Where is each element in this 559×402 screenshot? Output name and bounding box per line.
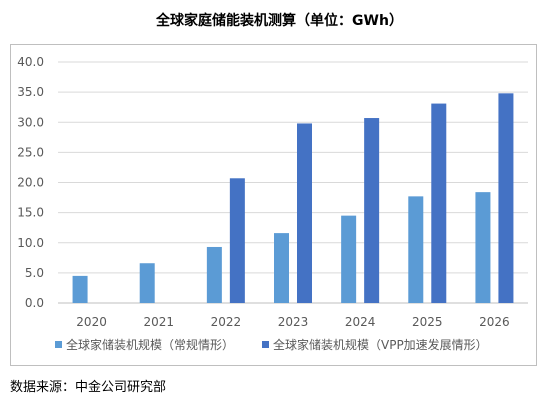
x-tick-label: 2021: [143, 315, 174, 329]
chart-title: 全球家庭储能装机测算（单位：GWh）: [156, 13, 403, 29]
y-tick-label: 35.0: [17, 85, 44, 99]
y-tick-label: 0.0: [25, 296, 44, 310]
bar-normal-2024: [341, 215, 357, 303]
legend-swatch-normal: [55, 341, 62, 348]
x-axis-ticks: 2020 2021 2022 2023 2024 2025 2026: [76, 315, 509, 329]
bar-vpp-2023: [297, 123, 312, 303]
gridlines: [58, 61, 528, 304]
bar-normal-2021: [139, 263, 155, 303]
y-tick-label: 20.0: [17, 176, 44, 190]
y-tick-label: 25.0: [17, 145, 44, 159]
bars: [72, 93, 514, 303]
legend: 全球家储装机规模（常规情形） 全球家储装机规模（VPP加速发展情形）: [0, 336, 559, 356]
bar-vpp-2022: [229, 178, 245, 303]
y-tick-label: 40.0: [17, 55, 44, 69]
bar-normal-2023: [274, 233, 289, 303]
bar-normal-2022: [206, 246, 222, 303]
x-tick-label: 2024: [345, 315, 376, 329]
x-tick-label: 2023: [278, 315, 309, 329]
bar-vpp-2026: [498, 93, 514, 303]
bar-normal-2020: [72, 275, 88, 303]
bar-vpp-2024: [364, 118, 380, 303]
bar-normal-2025: [408, 196, 424, 303]
x-tick-label: 2020: [76, 315, 107, 329]
y-tick-label: 30.0: [17, 115, 44, 129]
legend-item-normal: 全球家储装机规模（常规情形）: [55, 336, 234, 353]
x-tick-label: 2026: [479, 315, 510, 329]
y-axis-ticks: 0.0 5.0 10.0 15.0 20.0 25.0 30.0 35.0 40.0: [17, 55, 44, 310]
y-tick-label: 10.0: [17, 236, 44, 250]
y-tick-label: 5.0: [25, 266, 44, 280]
y-tick-label: 15.0: [17, 206, 44, 220]
legend-item-vpp: 全球家储装机规模（VPP加速发展情形）: [262, 336, 488, 353]
bar-vpp-2025: [431, 103, 447, 303]
data-source: 数据来源：中金公司研究部: [10, 380, 167, 395]
legend-label-normal: 全球家储装机规模（常规情形）: [66, 338, 235, 352]
legend-swatch-vpp: [262, 341, 269, 348]
x-tick-label: 2022: [211, 315, 242, 329]
legend-label-vpp: 全球家储装机规模（VPP加速发展情形）: [273, 338, 488, 352]
chart-frame: [10, 44, 537, 366]
bar-normal-2026: [475, 192, 491, 303]
x-tick-label: 2025: [412, 315, 443, 329]
